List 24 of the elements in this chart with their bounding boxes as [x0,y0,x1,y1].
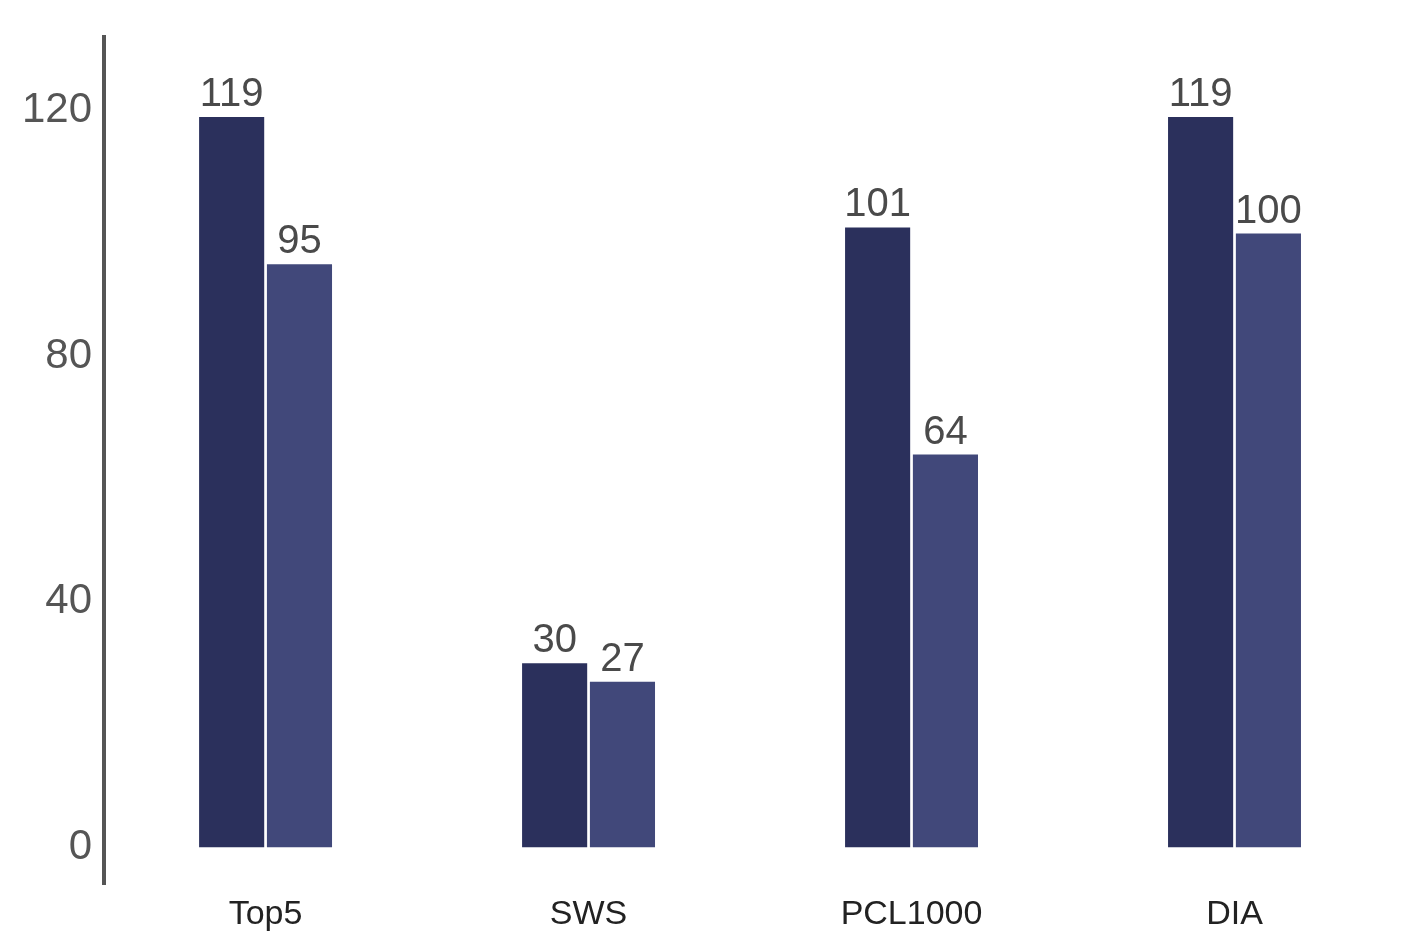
bar [266,264,333,848]
data-label: 95 [277,217,322,262]
data-label: 100 [1235,186,1302,231]
data-label: 27 [600,634,645,679]
y-tick-label: 120 [22,84,93,132]
bar [522,663,588,848]
data-label: 30 [532,616,577,661]
data-label: 64 [923,407,968,452]
y-tick-label: 80 [45,329,93,377]
bar [912,454,978,848]
bar [845,227,911,848]
bar [1168,116,1234,848]
y-tick-label: 40 [45,575,93,623]
data-label: 119 [1168,70,1233,115]
x-tick-label: Top5 [228,892,303,931]
x-tick-label: PCL1000 [840,892,983,931]
data-label: 119 [199,70,264,115]
bar [589,681,656,848]
data-label: 101 [844,180,911,225]
x-tick-label: DIA [1206,892,1264,931]
bar [199,116,265,848]
bar [1235,233,1301,848]
y-tick-label: 0 [68,820,93,868]
x-tick-label: SWS [549,892,628,931]
